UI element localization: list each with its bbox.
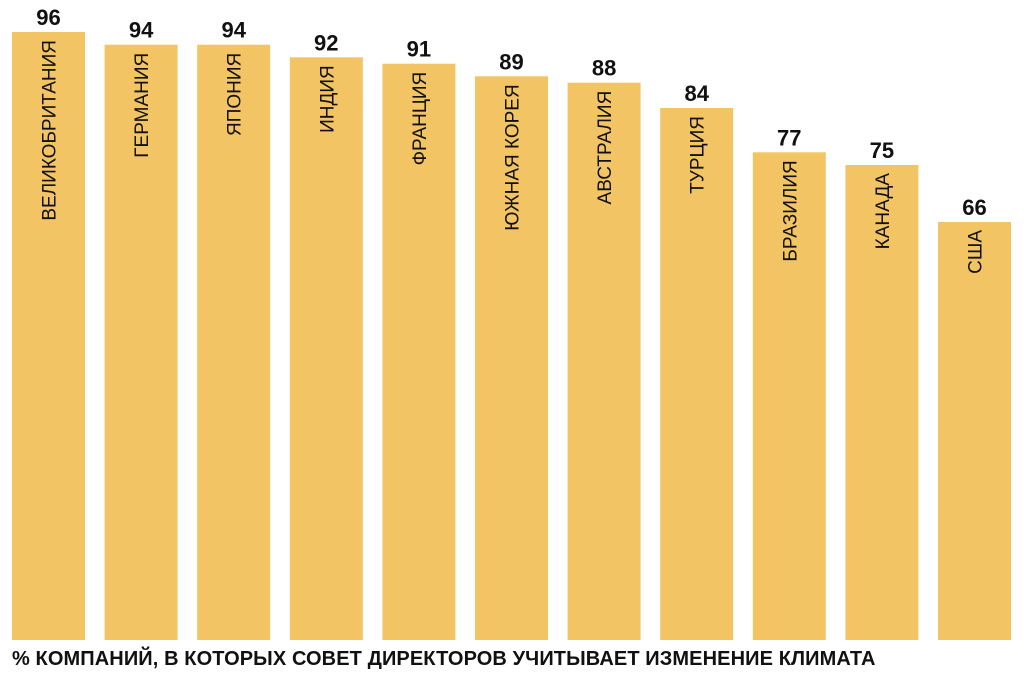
category-label-2: ГЕРМАНИЯ <box>132 53 153 158</box>
value-label-4: 92 <box>314 30 338 55</box>
category-label-9: БРАЗИЛИЯ <box>780 160 801 261</box>
value-label-6: 89 <box>499 49 523 74</box>
bar-5 <box>382 63 456 640</box>
bar-2 <box>104 44 178 640</box>
value-label-9: 77 <box>777 125 801 150</box>
value-label-11: 66 <box>962 195 986 220</box>
bar-7 <box>567 82 641 640</box>
value-label-8: 84 <box>684 81 709 106</box>
bar-9 <box>752 152 826 641</box>
bar-8 <box>660 108 734 640</box>
category-label-7: АВСТРАЛИЯ <box>595 91 616 205</box>
bar-4 <box>289 57 363 641</box>
bar-11 <box>938 222 1011 640</box>
category-label-4: ИНДИЯ <box>317 65 338 133</box>
bar-10 <box>845 165 919 640</box>
category-label-1: ВЕЛИКОБРИТАНИЯ <box>40 40 61 221</box>
category-label-10: КАНАДА <box>873 173 894 250</box>
value-label-5: 91 <box>407 37 431 62</box>
value-label-1: 96 <box>36 5 60 30</box>
bar-3 <box>197 44 271 640</box>
category-label-6: ЮЖНАЯ КОРЕЯ <box>503 84 524 230</box>
category-label-3: ЯПОНИЯ <box>225 53 246 136</box>
value-label-10: 75 <box>870 138 894 163</box>
value-label-7: 88 <box>592 56 616 81</box>
axis-caption: % КОМПАНИЙ, В КОТОРЫХ СОВЕТ ДИРЕКТОРОВ У… <box>12 648 876 670</box>
bar-6 <box>475 76 548 641</box>
value-label-2: 94 <box>129 18 154 43</box>
category-label-8: ТУРЦИЯ <box>688 116 709 194</box>
bar-1 <box>12 32 85 640</box>
category-label-11: США <box>966 230 987 274</box>
value-label-3: 94 <box>221 18 246 43</box>
category-label-5: ФРАНЦИЯ <box>410 72 431 166</box>
